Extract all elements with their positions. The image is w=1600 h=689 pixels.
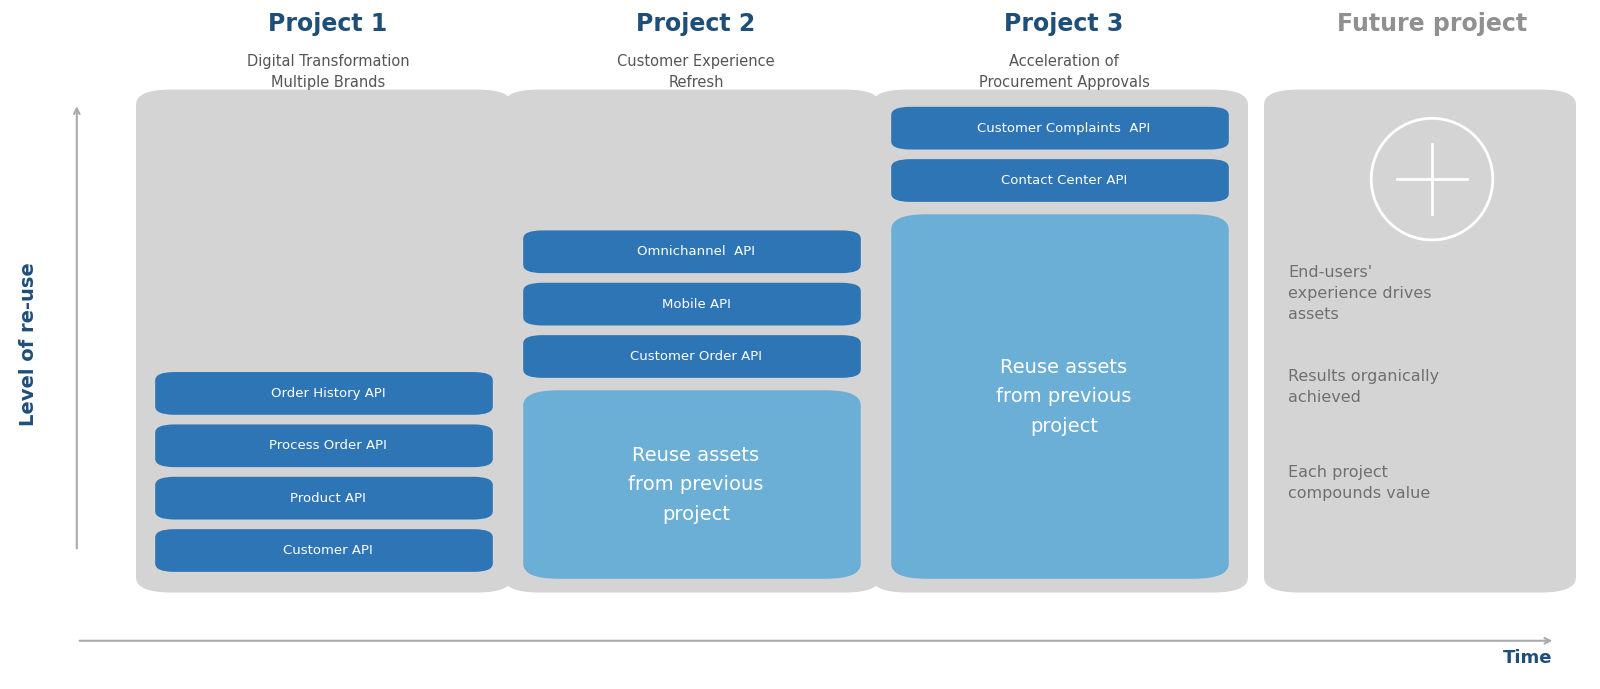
- FancyBboxPatch shape: [891, 159, 1229, 202]
- Text: Project 3: Project 3: [1005, 12, 1123, 36]
- FancyBboxPatch shape: [523, 390, 861, 579]
- Text: Customer API: Customer API: [283, 544, 373, 557]
- FancyBboxPatch shape: [523, 230, 861, 273]
- FancyBboxPatch shape: [136, 90, 512, 593]
- Text: Order History API: Order History API: [270, 387, 386, 400]
- Text: Process Order API: Process Order API: [269, 440, 387, 452]
- Text: Customer Experience
Refresh: Customer Experience Refresh: [618, 54, 774, 90]
- Text: Mobile API: Mobile API: [661, 298, 731, 311]
- Text: Product API: Product API: [290, 492, 366, 504]
- Text: Digital Transformation
Multiple Brands: Digital Transformation Multiple Brands: [246, 54, 410, 90]
- Text: Reuse assets
from previous
project: Reuse assets from previous project: [997, 358, 1131, 435]
- Text: Customer Order API: Customer Order API: [630, 350, 762, 363]
- FancyBboxPatch shape: [504, 90, 880, 593]
- Text: Contact Center API: Contact Center API: [1002, 174, 1126, 187]
- Text: Omnichannel  API: Omnichannel API: [637, 245, 755, 258]
- FancyBboxPatch shape: [1264, 90, 1576, 593]
- Text: Customer Complaints  API: Customer Complaints API: [978, 122, 1150, 134]
- FancyBboxPatch shape: [155, 529, 493, 572]
- FancyBboxPatch shape: [155, 372, 493, 415]
- Text: Project 1: Project 1: [269, 12, 387, 36]
- FancyBboxPatch shape: [891, 107, 1229, 150]
- FancyBboxPatch shape: [523, 282, 861, 325]
- Text: Future project: Future project: [1338, 12, 1526, 36]
- Text: Time: Time: [1502, 649, 1552, 667]
- FancyBboxPatch shape: [872, 90, 1248, 593]
- Text: End-users'
experience drives
assets: End-users' experience drives assets: [1288, 265, 1432, 322]
- Text: Project 2: Project 2: [637, 12, 755, 36]
- FancyBboxPatch shape: [891, 214, 1229, 579]
- Text: Reuse assets
from previous
project: Reuse assets from previous project: [629, 446, 763, 524]
- Text: Each project
compounds value: Each project compounds value: [1288, 465, 1430, 501]
- FancyBboxPatch shape: [523, 335, 861, 378]
- FancyBboxPatch shape: [155, 477, 493, 520]
- Text: Level of re-use: Level of re-use: [19, 263, 38, 426]
- Text: Acceleration of
Procurement Approvals: Acceleration of Procurement Approvals: [979, 54, 1149, 90]
- Text: Results organically
achieved: Results organically achieved: [1288, 369, 1438, 404]
- FancyBboxPatch shape: [155, 424, 493, 467]
